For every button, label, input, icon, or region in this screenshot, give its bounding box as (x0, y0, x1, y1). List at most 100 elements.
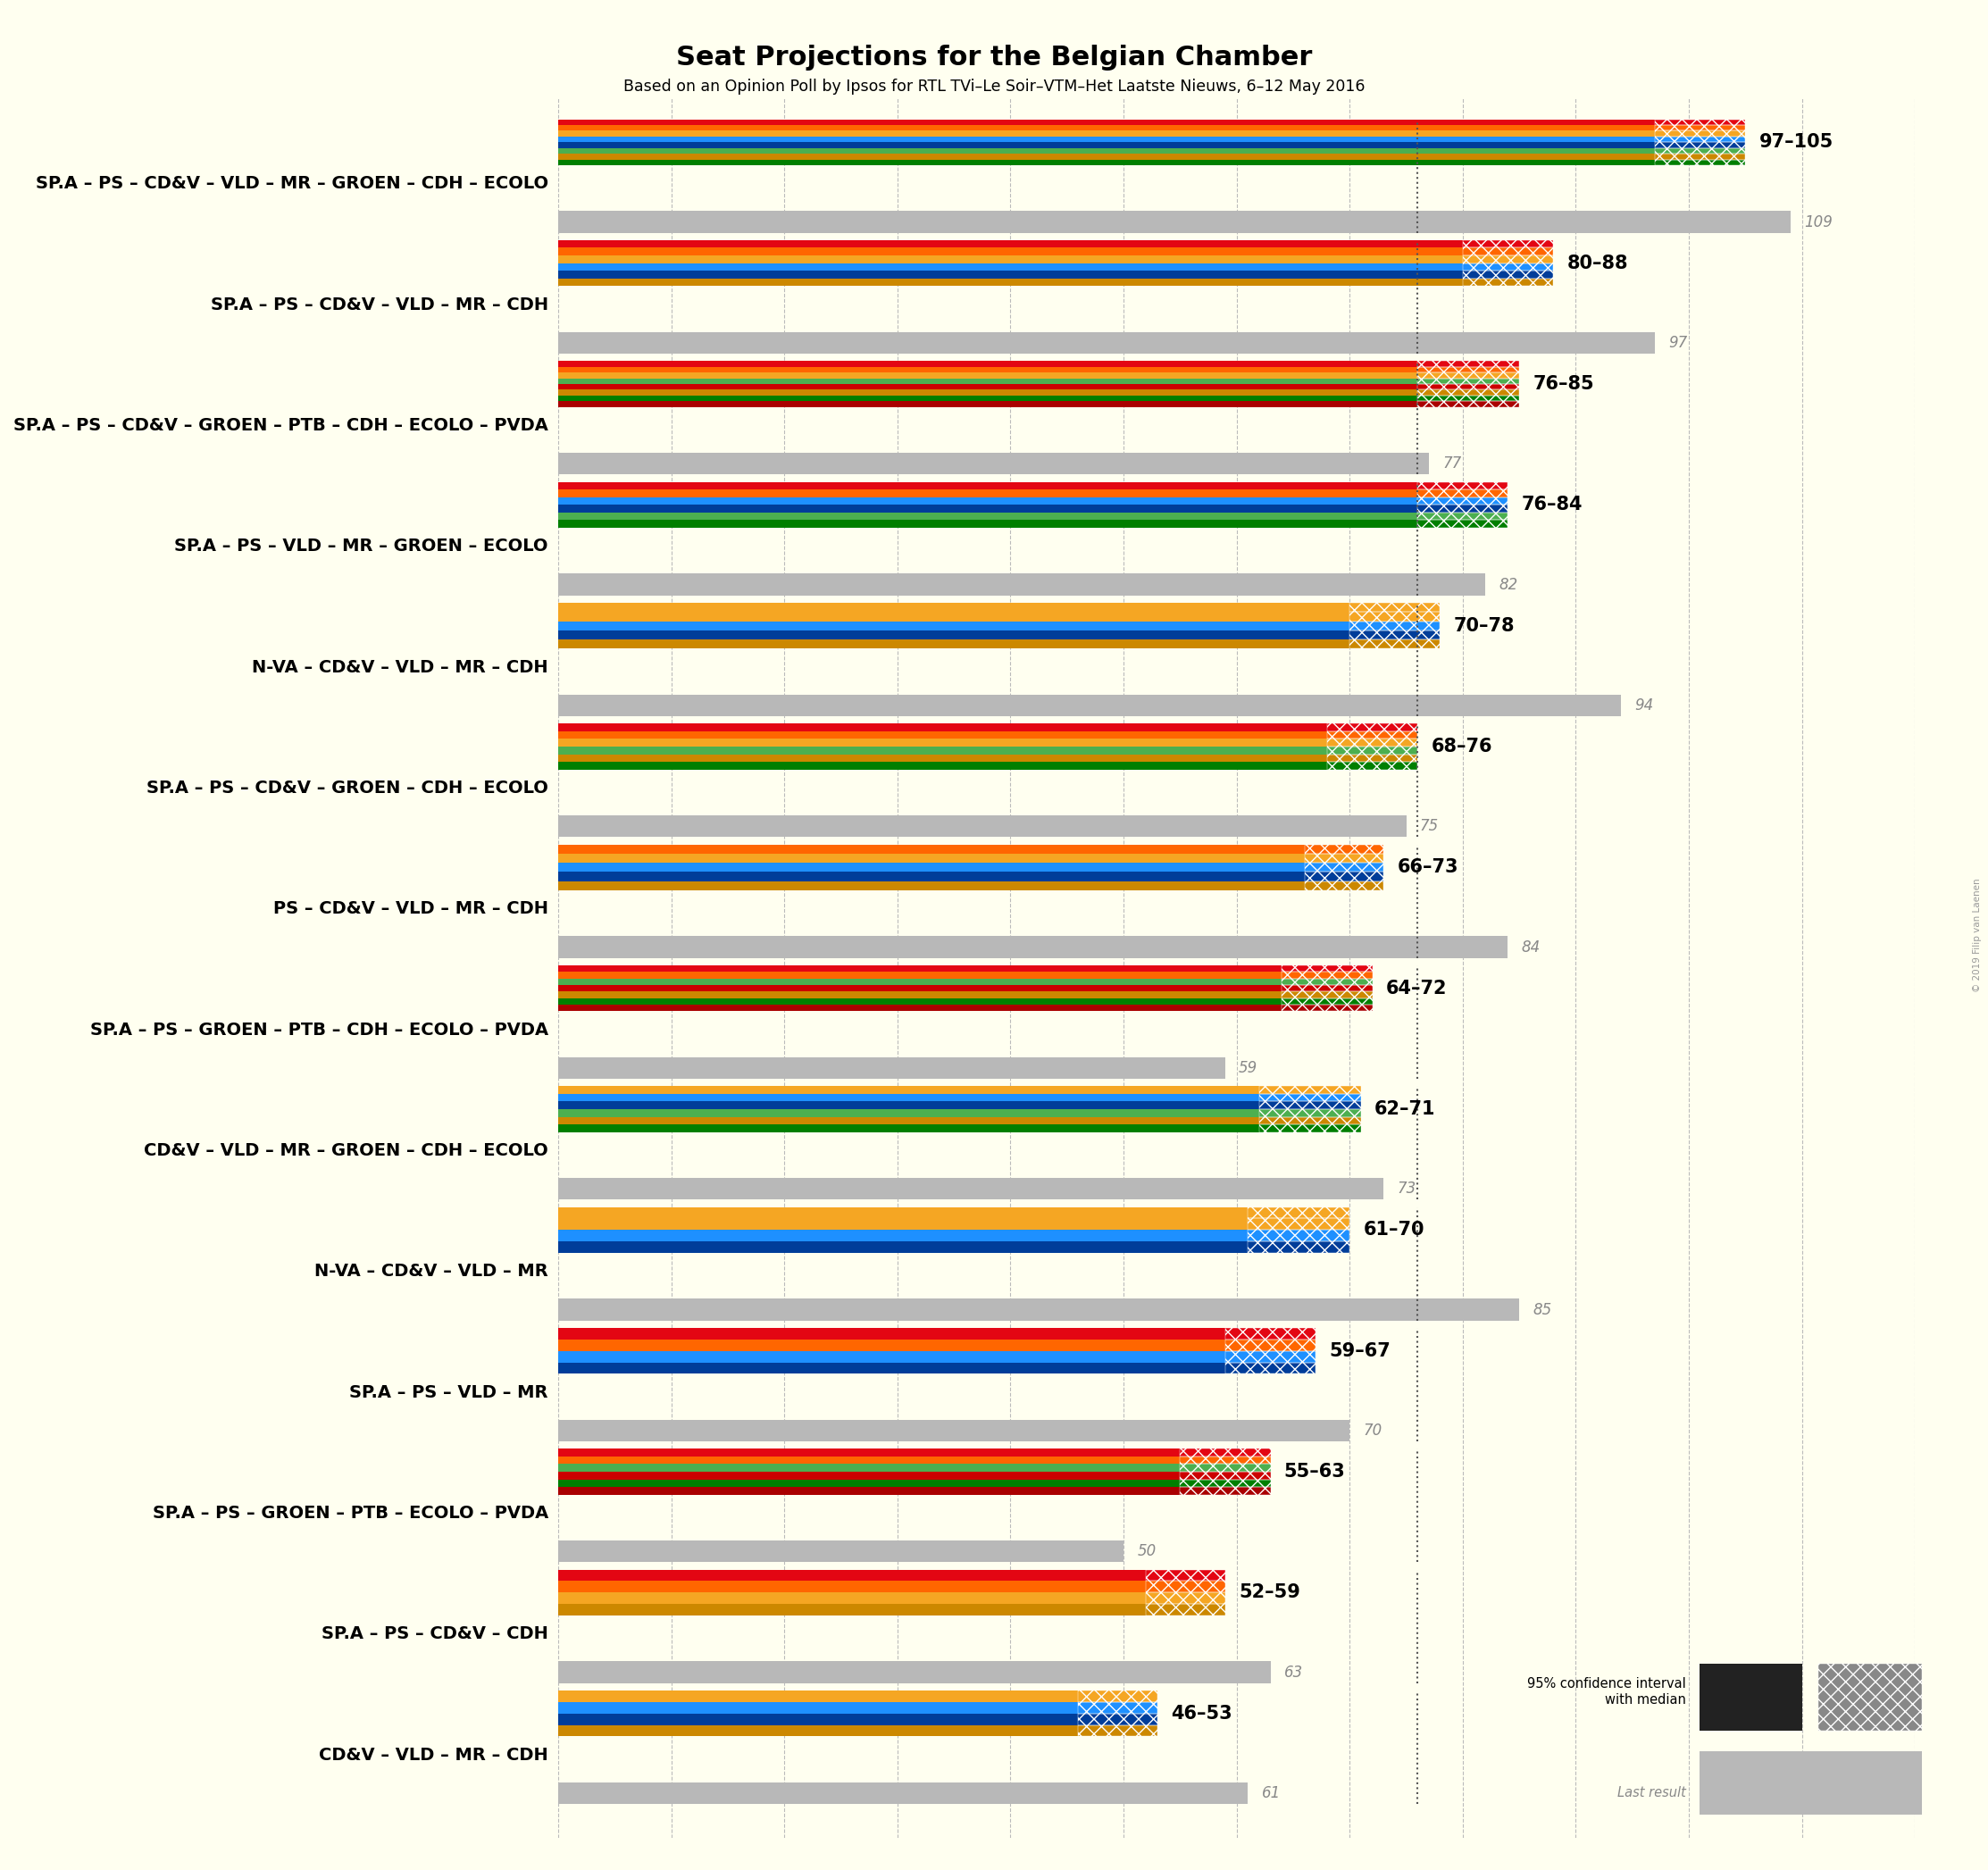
Text: 61: 61 (1262, 1786, 1280, 1801)
Bar (1258, 1101, 1362, 1109)
Bar (1328, 731, 1417, 739)
Bar (559, 378, 1417, 383)
Bar (559, 256, 1463, 264)
Bar (559, 239, 1463, 249)
Text: 76–85: 76–85 (1533, 376, 1594, 393)
Text: 52–59: 52–59 (1239, 1584, 1300, 1601)
Bar (1304, 881, 1384, 890)
Bar (1282, 999, 1372, 1004)
Bar (559, 142, 1654, 148)
Bar (1304, 845, 1384, 853)
Bar (1328, 754, 1417, 761)
Bar (1258, 1094, 1362, 1101)
Bar (1417, 512, 1509, 520)
Bar (559, 746, 1328, 754)
Bar (559, 1101, 1258, 1109)
Bar (1248, 1230, 1350, 1242)
Bar (1248, 1230, 1350, 1242)
Bar (559, 862, 1304, 871)
Bar (559, 279, 1463, 286)
Bar (559, 1178, 1384, 1201)
Bar (559, 482, 1417, 490)
Text: 70: 70 (1364, 1423, 1382, 1438)
Text: 50: 50 (1137, 1543, 1157, 1560)
Bar (559, 361, 1417, 367)
Bar (1328, 754, 1417, 761)
Bar (1282, 978, 1372, 985)
Bar (559, 505, 1417, 512)
Bar (1463, 279, 1553, 286)
Bar (1463, 249, 1553, 256)
Bar (559, 125, 1654, 131)
Bar (1282, 991, 1372, 999)
Bar (559, 131, 1654, 137)
Bar (1258, 1116, 1362, 1124)
Bar (1077, 1690, 1157, 1702)
Bar (559, 761, 1328, 770)
Bar (1147, 1569, 1225, 1580)
Bar (559, 120, 1654, 125)
Bar (1654, 159, 1745, 165)
Bar (1417, 389, 1519, 395)
Bar (1463, 256, 1553, 264)
Bar (1248, 1206, 1350, 1219)
Text: 97–105: 97–105 (1759, 133, 1833, 151)
Bar (1417, 402, 1519, 408)
Bar (1328, 761, 1417, 770)
Bar (1147, 1604, 1225, 1616)
Bar (559, 1449, 1181, 1457)
Bar (1463, 249, 1553, 256)
Bar (559, 1419, 1350, 1442)
Bar (1417, 490, 1509, 497)
Bar (559, 1472, 1181, 1479)
Bar (1225, 1328, 1316, 1339)
Bar (559, 1604, 1147, 1616)
Bar (559, 1580, 1147, 1593)
Bar (1248, 1219, 1350, 1230)
Bar (1350, 621, 1439, 630)
Bar (1417, 520, 1509, 527)
Text: 85: 85 (1533, 1302, 1553, 1318)
Bar (559, 1219, 1248, 1230)
Bar (559, 1350, 1225, 1363)
Bar (1417, 378, 1519, 383)
Text: 62–71: 62–71 (1374, 1100, 1435, 1118)
Bar (1225, 1339, 1316, 1350)
Bar (1463, 256, 1553, 264)
Bar (1654, 137, 1745, 142)
Bar (559, 497, 1417, 505)
Bar (1225, 1339, 1316, 1350)
Bar (559, 1661, 1270, 1683)
Text: 46–53: 46–53 (1171, 1704, 1233, 1722)
Bar (1147, 1604, 1225, 1616)
Bar (1654, 120, 1745, 125)
Bar (1350, 640, 1439, 649)
Text: Last result: Last result (1616, 1786, 1686, 1799)
Bar (1304, 871, 1384, 881)
Bar (559, 1702, 1077, 1713)
Bar (1654, 153, 1745, 159)
Bar (1304, 853, 1384, 862)
Bar (1417, 367, 1519, 372)
Bar (559, 1541, 1123, 1561)
Bar (1654, 125, 1745, 131)
Bar (1181, 1472, 1270, 1479)
Bar (559, 372, 1417, 378)
Bar (1181, 1479, 1270, 1487)
Bar (559, 1464, 1181, 1472)
Bar (559, 148, 1654, 153)
Bar (1147, 1580, 1225, 1593)
Bar (1181, 1487, 1270, 1494)
Bar (559, 1363, 1225, 1374)
Bar (559, 1339, 1225, 1350)
Bar (1248, 1206, 1350, 1219)
Bar (559, 249, 1463, 256)
Bar (1417, 395, 1519, 402)
Bar (1304, 871, 1384, 881)
Bar (1225, 1363, 1316, 1374)
Bar (559, 1230, 1248, 1242)
Bar (559, 1569, 1147, 1580)
Bar (1077, 1690, 1157, 1702)
Bar (559, 333, 1654, 353)
Bar (1328, 739, 1417, 746)
